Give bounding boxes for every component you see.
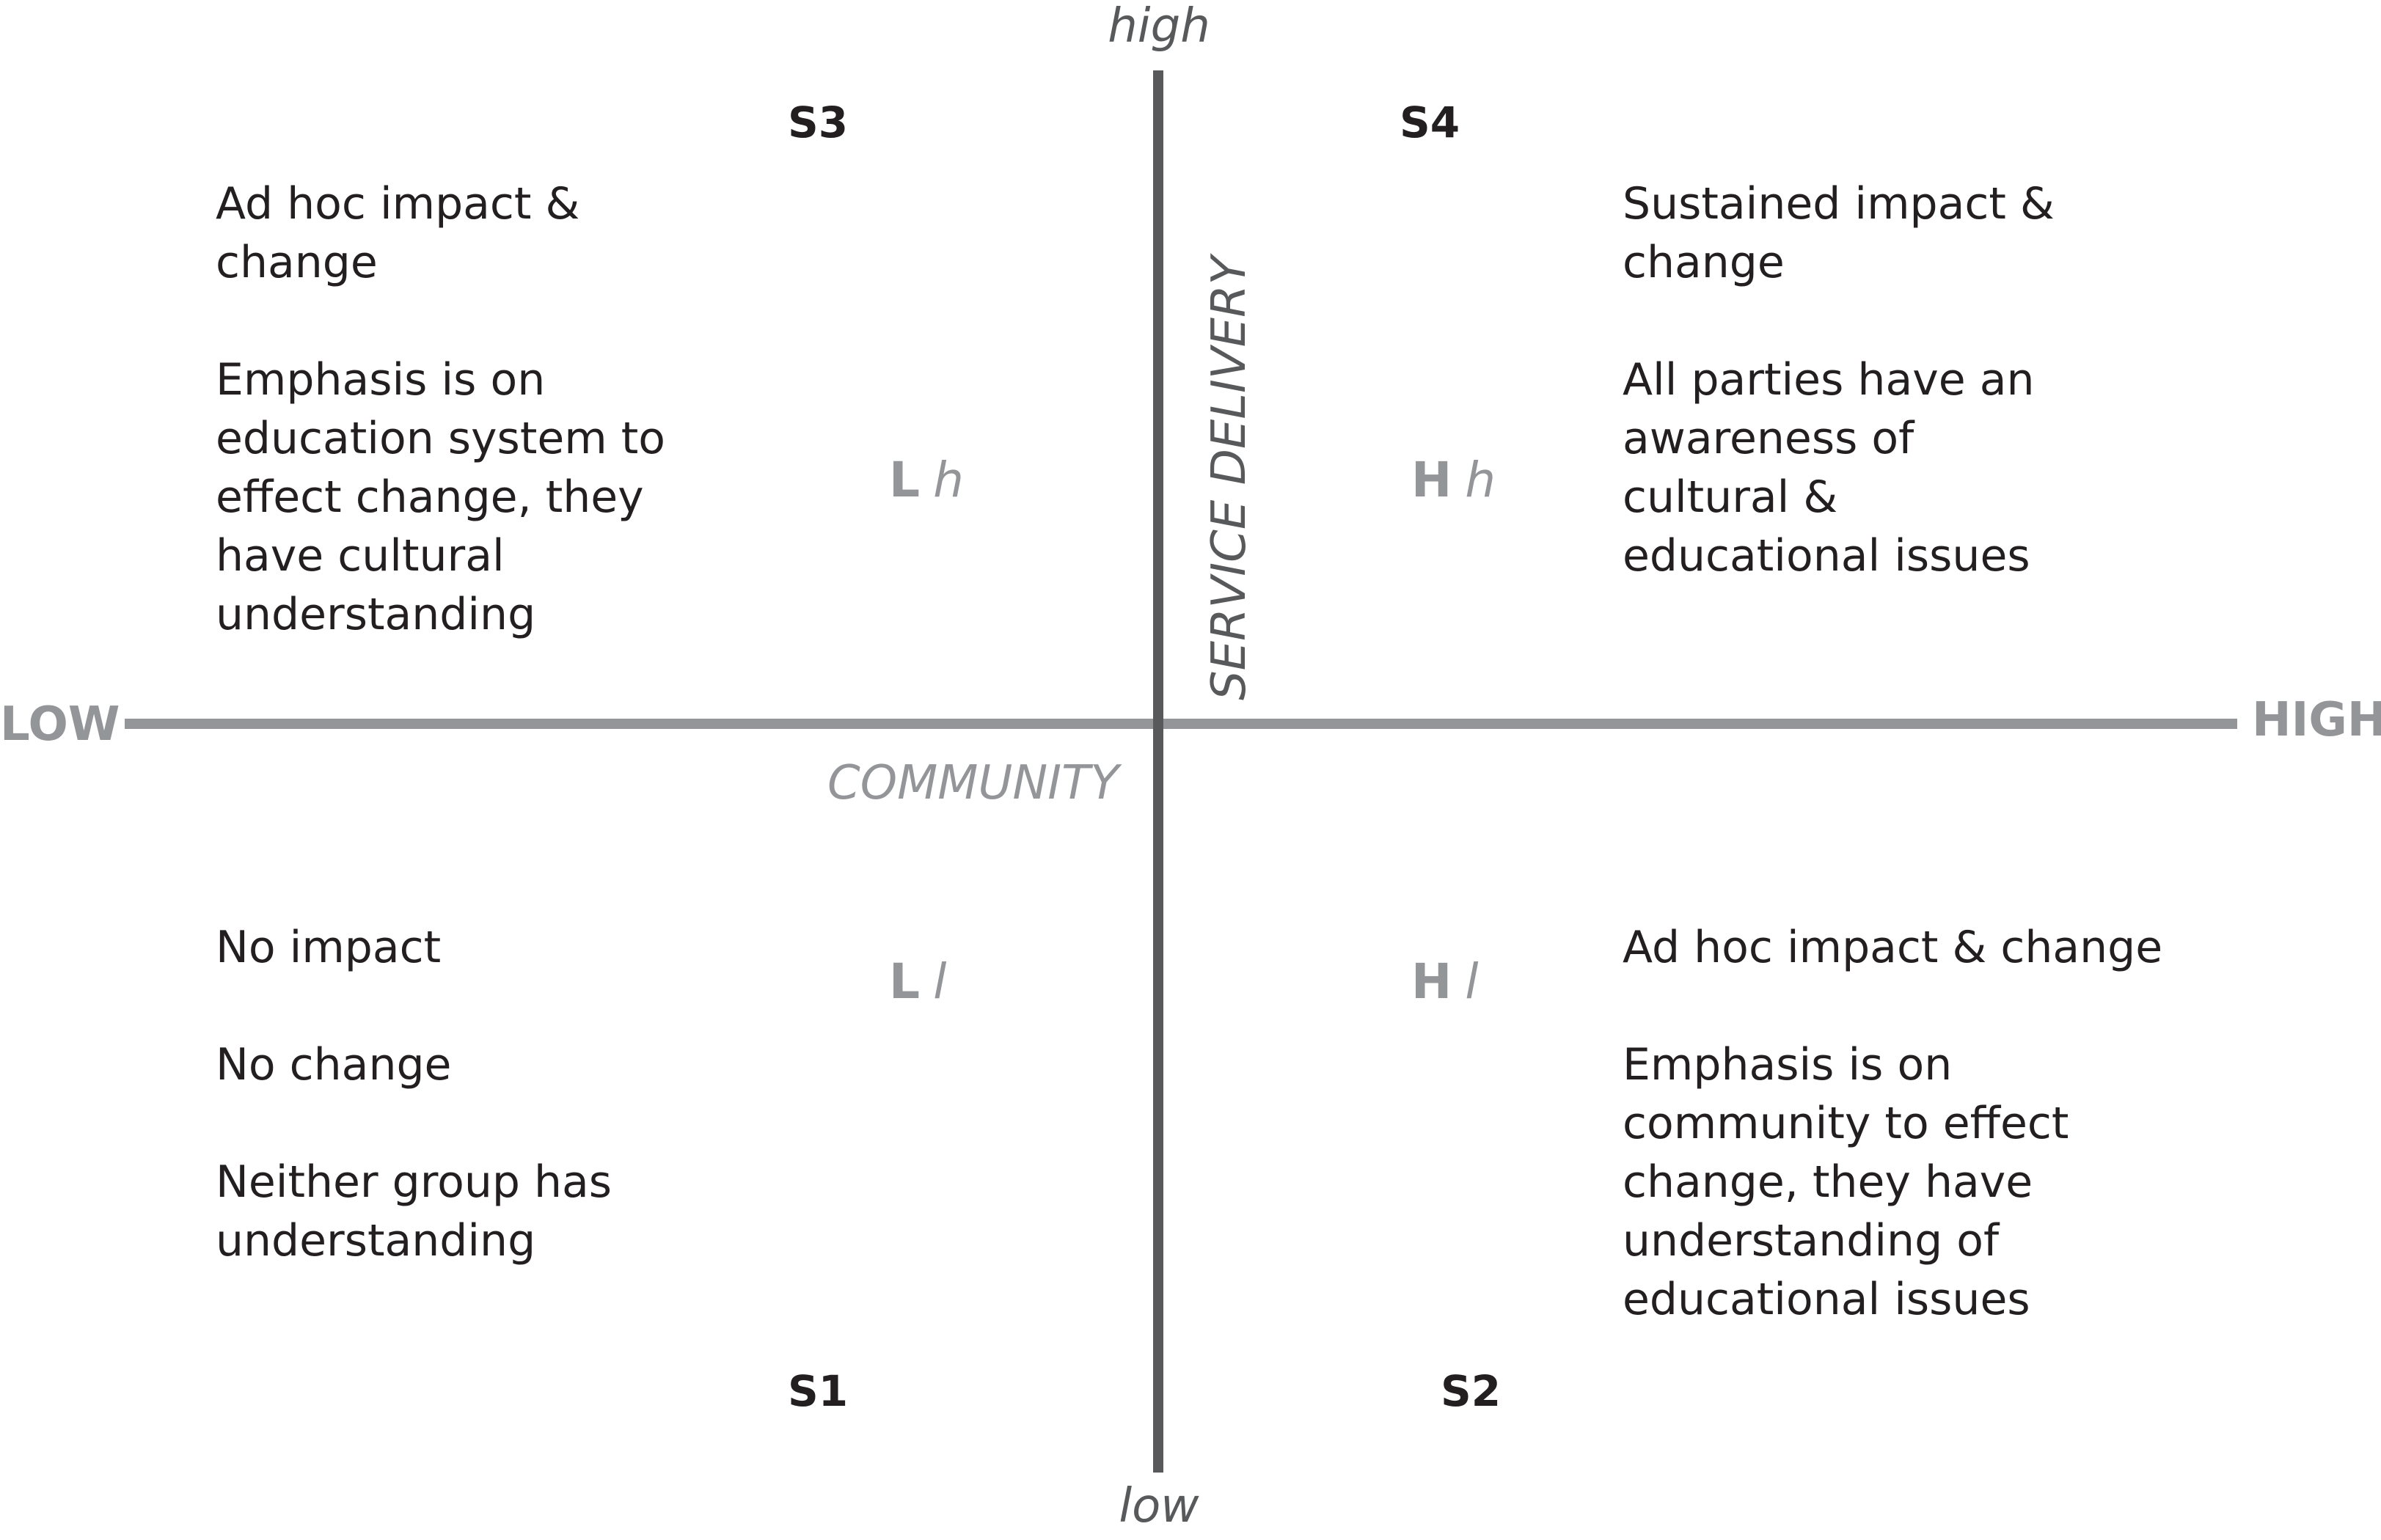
description-line: Emphasis is on education system to effec…	[216, 354, 666, 640]
service-delivery-low-label: low	[1119, 1479, 1199, 1533]
quadrant-description-top-right: Sustained impact & change All parties ha…	[1623, 175, 2077, 585]
service-delivery-axis-title: SERVICE DELIVERY	[1202, 256, 1257, 700]
community-axis-line	[125, 719, 2237, 729]
quadrant-description-top-left: Ad hoc impact & change Emphasis is on ed…	[216, 175, 744, 644]
code-major-letter: H	[1411, 953, 1452, 1010]
service-delivery-high-label: high	[1108, 0, 1210, 54]
description-line: All parties have an awareness of cultura…	[1623, 354, 2035, 582]
description-line: Sustained impact & change	[1623, 178, 2055, 288]
code-minor-letter: h	[1465, 452, 1496, 508]
community-high-label: HIGH	[2252, 693, 2381, 747]
description-line: Emphasis is on community to effect chang…	[1623, 1039, 2069, 1325]
code-major-letter: H	[1411, 452, 1452, 508]
description-line: Neither group has understanding	[216, 1156, 612, 1266]
description-line: Ad hoc impact & change	[1623, 922, 2163, 973]
sector-s4-label: S4	[1400, 98, 1460, 147]
sector-s1-label: S1	[788, 1366, 849, 1416]
service-delivery-axis-line	[1153, 70, 1163, 1473]
code-major-letter: L	[889, 452, 921, 508]
code-minor-letter: h	[933, 452, 964, 508]
code-minor-letter: l	[1465, 953, 1479, 1010]
code-minor-letter: l	[933, 953, 947, 1010]
community-low-label: LOW	[0, 697, 120, 752]
code-major-letter: L	[889, 953, 921, 1010]
sector-s3-label: S3	[788, 98, 849, 147]
description-line: No impact	[216, 922, 442, 973]
sector-s2-label: S2	[1441, 1366, 1502, 1416]
description-line: No change	[216, 1039, 452, 1090]
community-axis-title: COMMUNITY	[827, 756, 1119, 810]
description-line: Ad hoc impact & change	[216, 178, 580, 288]
quadrant-description-bottom-right: Ad hoc impact & change Emphasis is on co…	[1623, 918, 2195, 1329]
quadrant-description-bottom-left: No impact No change Neither group has un…	[216, 918, 656, 1270]
